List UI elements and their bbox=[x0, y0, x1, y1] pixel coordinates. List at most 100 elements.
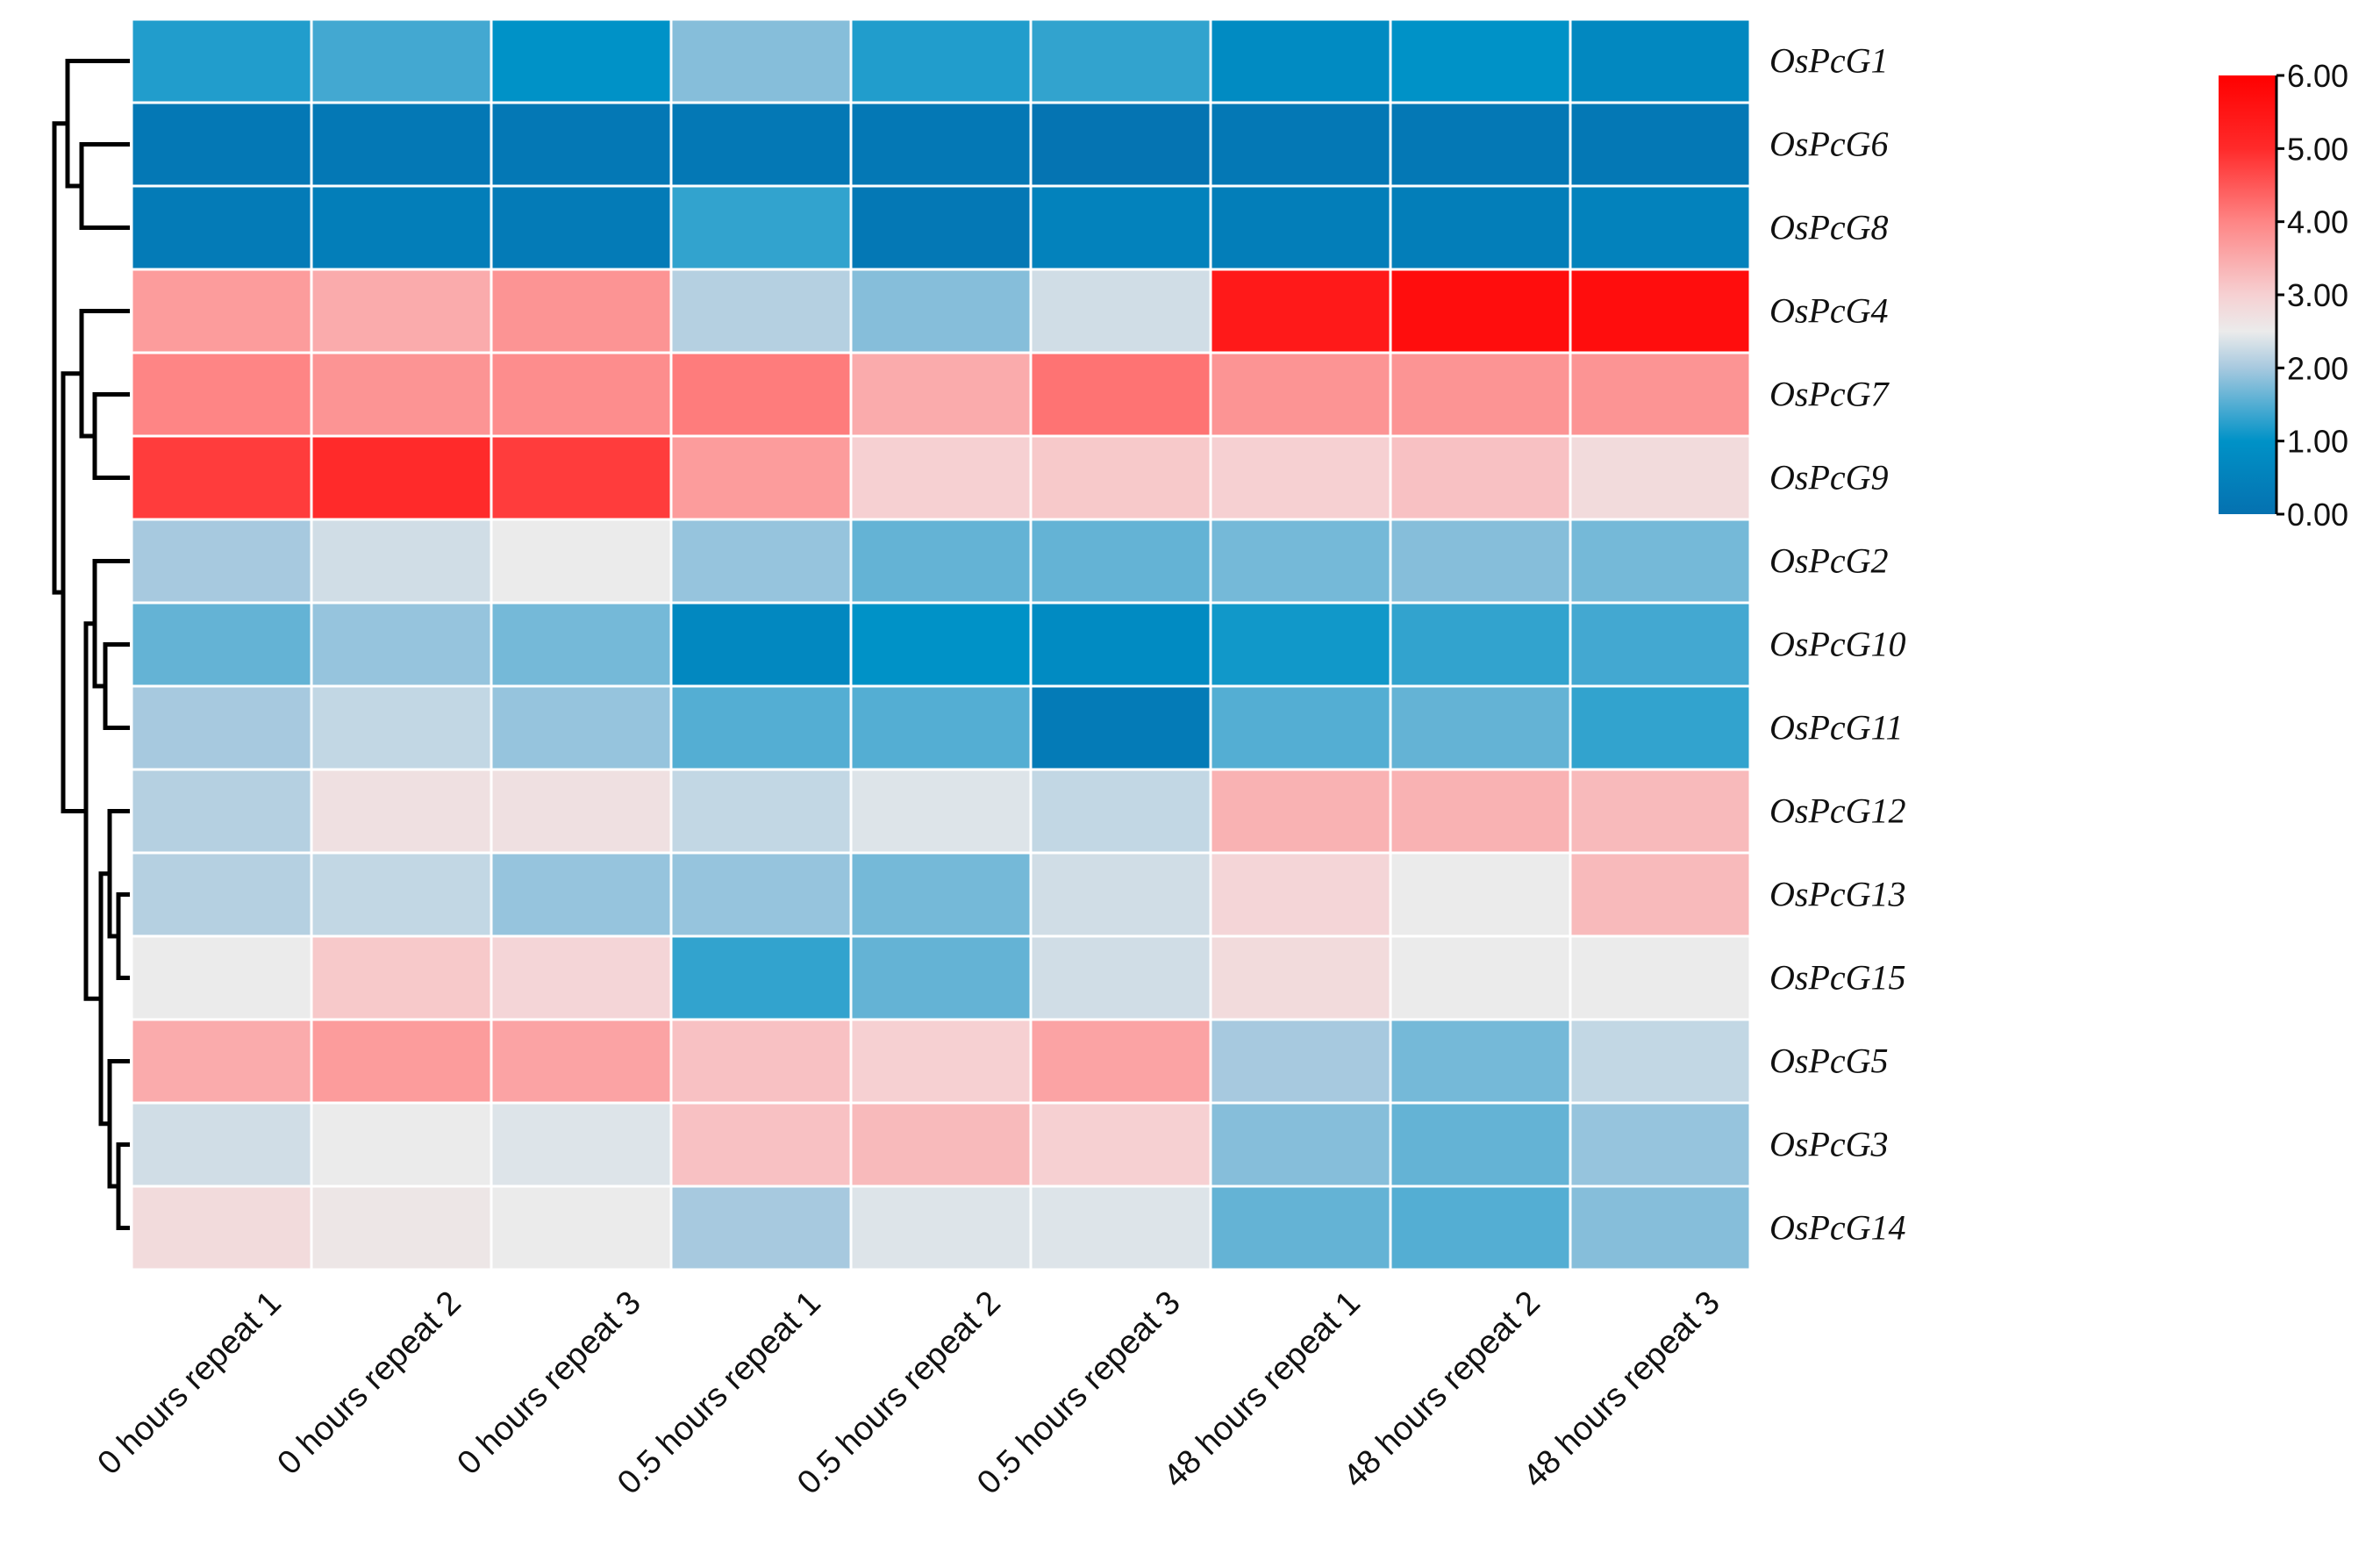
heatmap-cell bbox=[1389, 768, 1572, 855]
heatmap-cell bbox=[1389, 1184, 1572, 1271]
heatmap-cell bbox=[130, 351, 313, 438]
row-label: OsPcG10 bbox=[1769, 625, 1906, 664]
heatmap-cell bbox=[849, 268, 1033, 354]
heatmap-cell bbox=[849, 351, 1033, 438]
heatmap-cell bbox=[1569, 1101, 1752, 1188]
heatmap-cell bbox=[1389, 1018, 1572, 1105]
heatmap-cell bbox=[669, 434, 853, 521]
row-label: OsPcG4 bbox=[1769, 291, 1889, 331]
dendrogram-branch bbox=[116, 892, 130, 980]
heatmap-cell bbox=[849, 601, 1033, 688]
heatmap-cell bbox=[310, 351, 493, 438]
heatmap-cell bbox=[130, 768, 313, 855]
heatmap-cell bbox=[130, 601, 313, 688]
heatmap-cell bbox=[669, 851, 853, 938]
heatmap-cell bbox=[130, 1184, 313, 1271]
heatmap-cell bbox=[1389, 434, 1572, 521]
heatmap-cell bbox=[849, 1101, 1033, 1188]
heatmap-cell bbox=[1029, 101, 1212, 188]
row-label: OsPcG7 bbox=[1769, 375, 1890, 414]
colorbar-tick-label: 2.00 bbox=[2287, 350, 2348, 386]
heatmap-cell bbox=[130, 934, 313, 1021]
row-label: OsPcG3 bbox=[1769, 1125, 1889, 1164]
column-label: 0.5 hours repeat 3 bbox=[970, 1285, 1188, 1502]
heatmap-cell bbox=[1209, 268, 1392, 354]
heatmap-cell bbox=[1569, 851, 1752, 938]
row-labels: OsPcG1 OsPcG6 OsPcG8 OsPcG4 OsPcG7 OsPcG9 OsPc… bbox=[1769, 41, 1906, 1248]
heatmap-cell bbox=[1389, 684, 1572, 771]
heatmap-cell bbox=[1029, 684, 1212, 771]
heatmap-cell bbox=[1209, 851, 1392, 938]
heatmap-cell bbox=[1209, 184, 1392, 271]
heatmap-cell bbox=[849, 851, 1033, 938]
heatmap-cell bbox=[1209, 1101, 1392, 1188]
row-label: OsPcG15 bbox=[1769, 958, 1906, 998]
heatmap-cell bbox=[669, 684, 853, 771]
heatmap-cell bbox=[1029, 268, 1212, 354]
column-label: 48 hours repeat 1 bbox=[1157, 1285, 1368, 1495]
heatmap-cell bbox=[1209, 1184, 1392, 1271]
heatmap-cell bbox=[130, 1101, 313, 1188]
heatmap-cell bbox=[310, 18, 493, 104]
row-label: OsPcG2 bbox=[1769, 541, 1889, 581]
colorbar-tick-label: 6.00 bbox=[2287, 58, 2348, 94]
heatmap-cell bbox=[849, 768, 1033, 855]
heatmap-cell bbox=[1389, 851, 1572, 938]
heatmap-cell bbox=[310, 601, 493, 688]
heatmap-cell bbox=[130, 518, 313, 605]
heatmap-cell bbox=[130, 184, 313, 271]
heatmap-cell bbox=[490, 601, 673, 688]
heatmap-cell bbox=[1389, 268, 1572, 354]
dendrogram-branch bbox=[61, 371, 86, 813]
heatmap-cell bbox=[1389, 518, 1572, 605]
heatmap-cell bbox=[849, 684, 1033, 771]
heatmap-cell bbox=[669, 268, 853, 354]
heatmap-cell bbox=[1569, 601, 1752, 688]
heatmap-cell bbox=[490, 768, 673, 855]
heatmap-cell bbox=[1389, 18, 1572, 104]
heatmap-cell bbox=[1389, 934, 1572, 1021]
heatmap-cell bbox=[669, 934, 853, 1021]
heatmap-cell bbox=[1389, 1101, 1572, 1188]
heatmap-cell bbox=[849, 434, 1033, 521]
heatmap-cell bbox=[669, 351, 853, 438]
heatmap-cell bbox=[1209, 601, 1392, 688]
dendrogram-branch bbox=[92, 392, 130, 480]
heatmap-cell bbox=[490, 101, 673, 188]
heatmap-cell bbox=[1209, 434, 1392, 521]
heatmap-cell bbox=[849, 518, 1033, 605]
heatmap-cell bbox=[1569, 684, 1752, 771]
heatmap-cell bbox=[490, 184, 673, 271]
row-label: OsPcG13 bbox=[1769, 875, 1906, 914]
dendrogram-branch bbox=[116, 1142, 130, 1230]
row-label: OsPcG9 bbox=[1769, 458, 1889, 497]
heatmap-cell bbox=[130, 268, 313, 354]
heatmap-cell bbox=[1029, 518, 1212, 605]
heatmap-cell bbox=[1569, 101, 1752, 188]
column-label: 48 hours repeat 2 bbox=[1337, 1285, 1547, 1495]
heatmap-cell bbox=[1389, 351, 1572, 438]
heatmap-cell bbox=[310, 101, 493, 188]
heatmap-cell bbox=[130, 18, 313, 104]
heatmap-cell bbox=[1209, 101, 1392, 188]
heatmap-cell bbox=[1029, 351, 1212, 438]
heatmap-cell bbox=[1389, 184, 1572, 271]
heatmap-cell bbox=[310, 1101, 493, 1188]
heatmap-cell bbox=[490, 851, 673, 938]
heatmap-cell bbox=[849, 101, 1033, 188]
heatmap-cell bbox=[130, 684, 313, 771]
heatmap-cell bbox=[1029, 184, 1212, 271]
heatmap-cell bbox=[310, 434, 493, 521]
heatmap-cell bbox=[669, 768, 853, 855]
dendrogram-branch bbox=[92, 559, 130, 689]
heatmap-cell bbox=[1569, 1184, 1752, 1271]
heatmap-cell bbox=[490, 268, 673, 354]
heatmap-cell bbox=[1389, 101, 1572, 188]
heatmap-cell bbox=[490, 934, 673, 1021]
heatmap-cell bbox=[310, 1018, 493, 1105]
heatmap-cell bbox=[490, 1184, 673, 1271]
heatmap-cell bbox=[1209, 934, 1392, 1021]
heatmap-cell bbox=[310, 684, 493, 771]
heatmap-cell bbox=[1029, 434, 1212, 521]
